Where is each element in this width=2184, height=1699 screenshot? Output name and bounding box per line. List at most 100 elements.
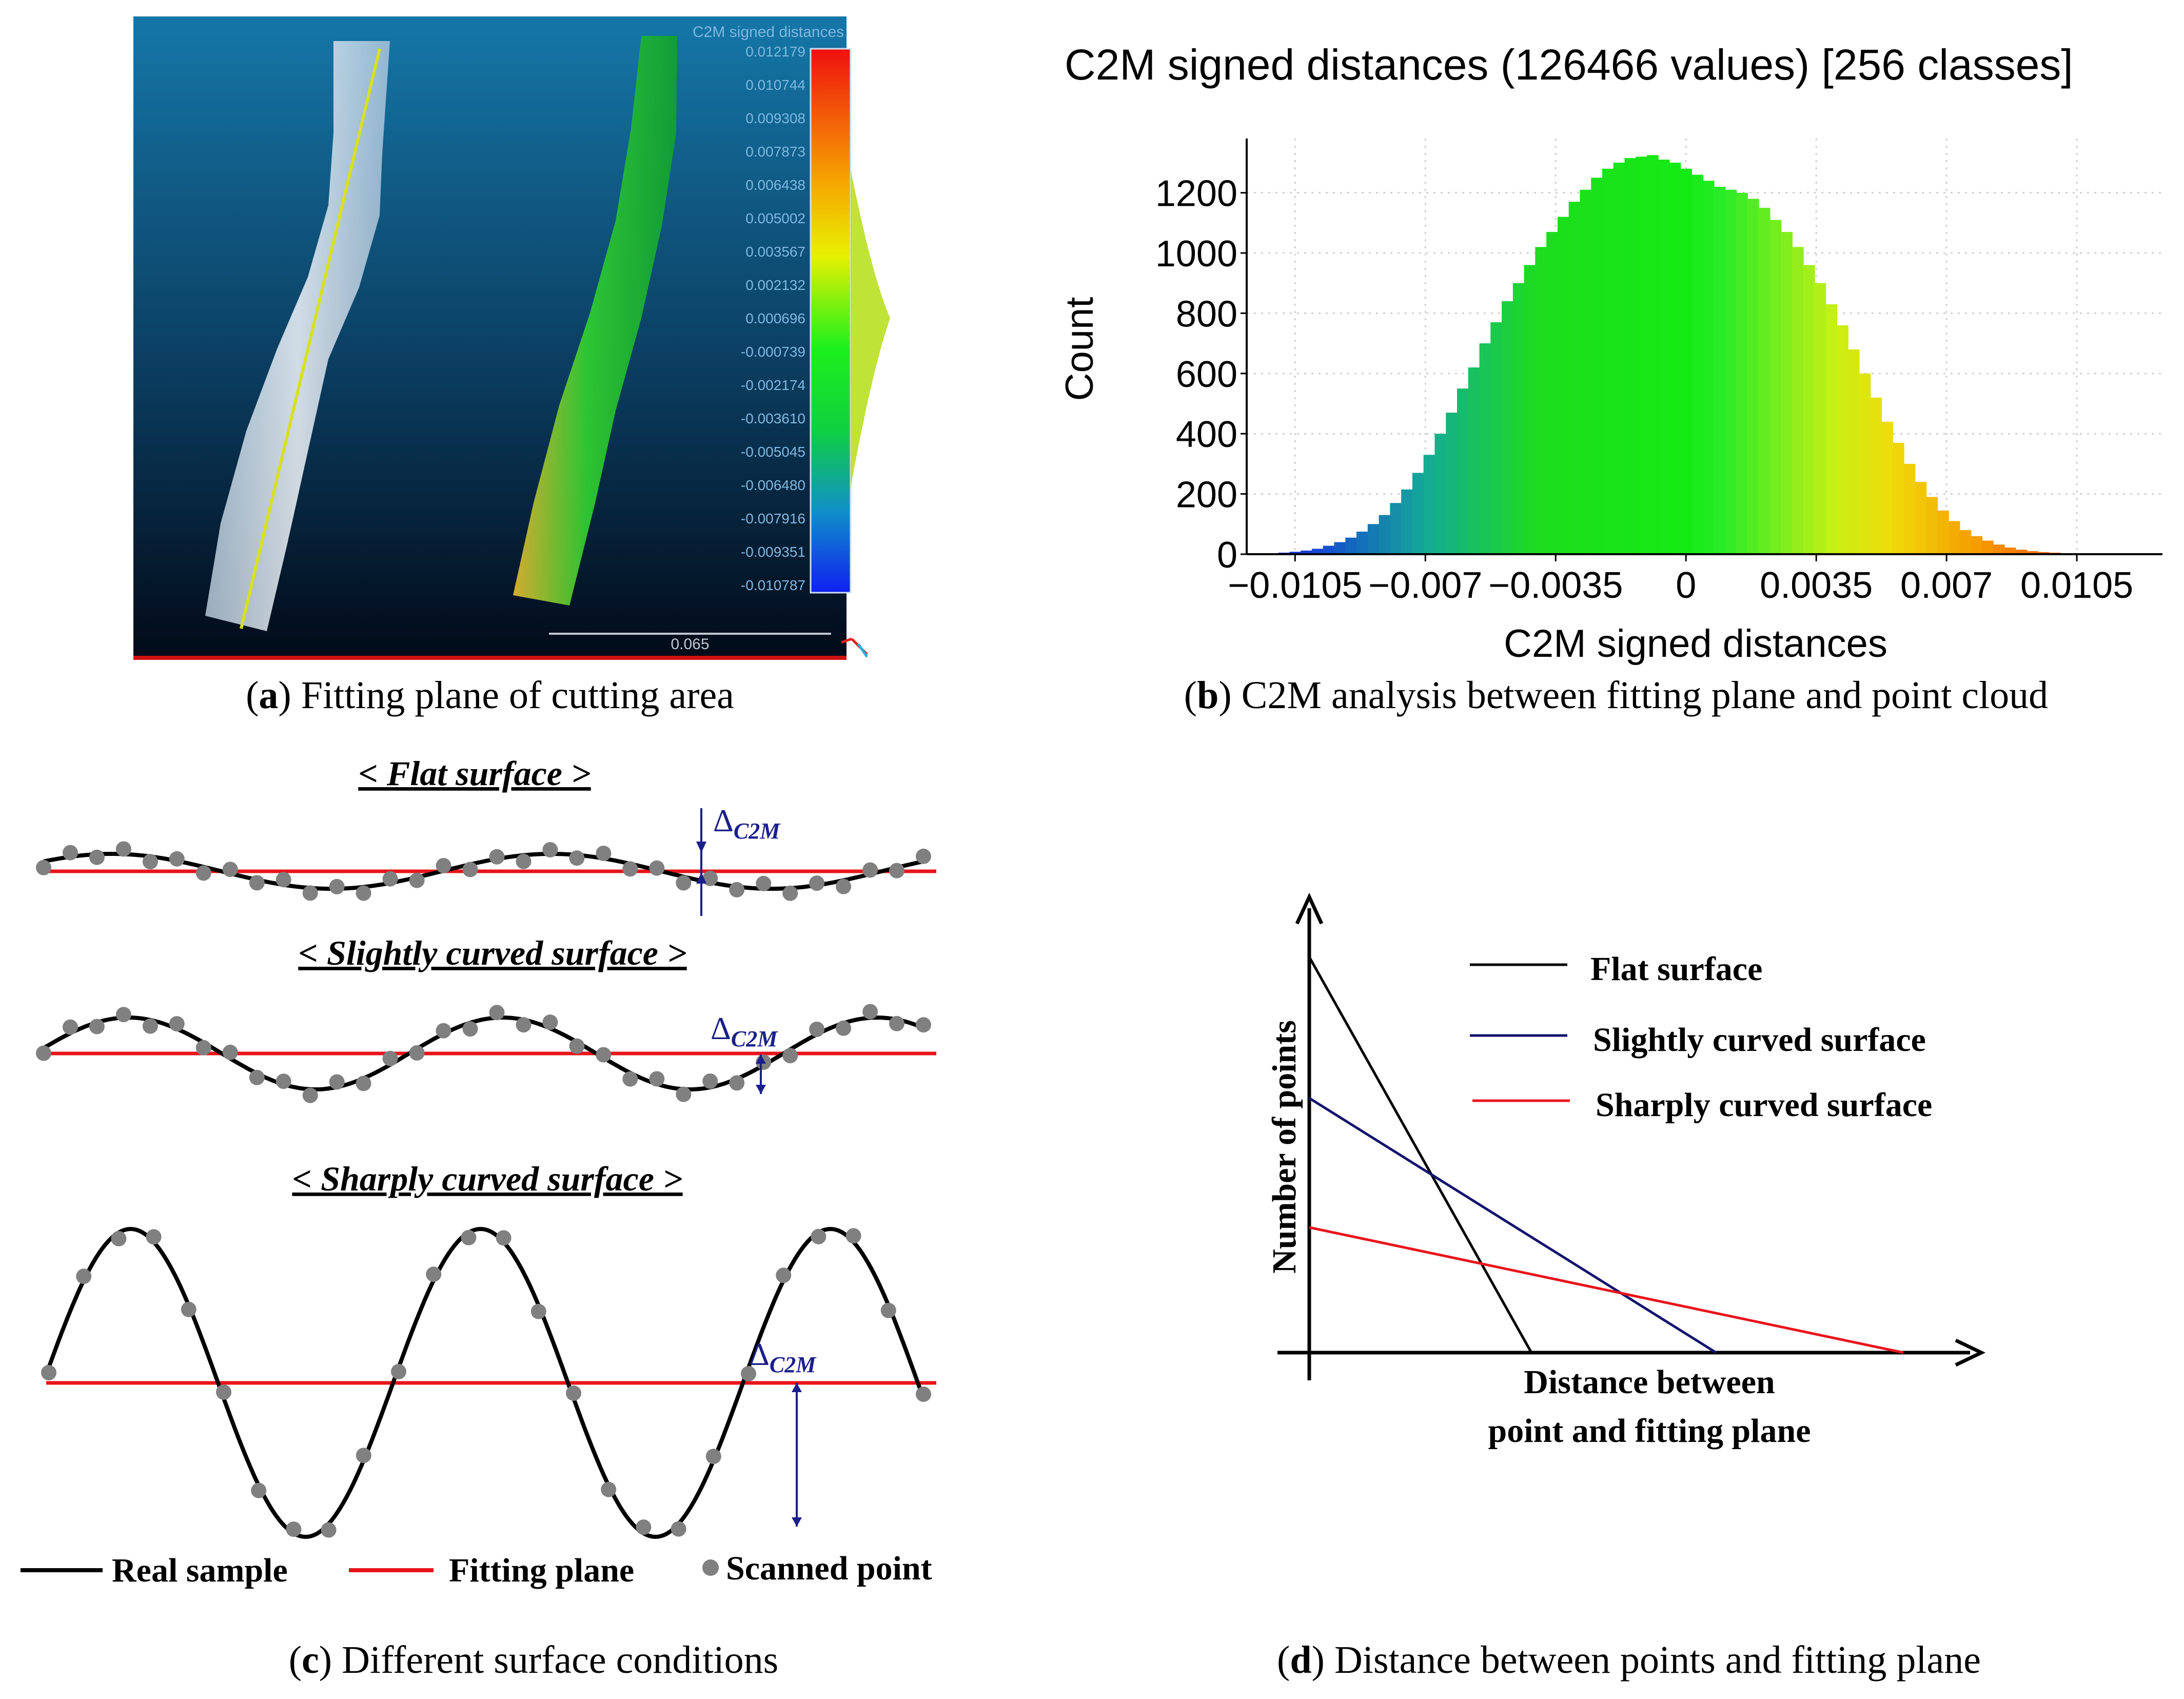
histogram-bar: [1847, 349, 1860, 554]
histogram-bar: [1580, 189, 1592, 555]
scanned-point: [516, 1017, 532, 1033]
scanned-point: [195, 1040, 211, 1056]
histogram-bar: [1971, 536, 1983, 554]
scanned-point: [36, 860, 51, 875]
length-scale-value: 0.065: [671, 636, 709, 653]
scanned-point: [622, 861, 638, 877]
x-tick-label: 0: [1676, 565, 1696, 606]
scale-value-label: 0.010744: [745, 77, 805, 93]
histogram-x-label: C2M signed distances: [1504, 622, 1887, 666]
title-slightly-curved-surface: < Slightly curved surface >: [298, 933, 686, 972]
x-tick-label: −0.0105: [1228, 565, 1362, 606]
histogram-bar: [1803, 265, 1815, 554]
scanned-point: [76, 1268, 92, 1284]
histogram-bar: [1926, 497, 1938, 554]
histogram-bar: [1535, 247, 1547, 555]
histogram-bar: [1446, 413, 1458, 554]
scanned-point: [436, 1023, 451, 1039]
x-tick-label: 0.007: [1900, 565, 1993, 606]
scanned-point: [409, 872, 425, 888]
scanned-point: [169, 1016, 185, 1032]
scale-distribution-curve: [851, 169, 890, 487]
scale-value-label: -0.005045: [741, 444, 805, 460]
x-axis-arrow: [1955, 1338, 1986, 1367]
scanned-point: [569, 850, 585, 866]
real-sample-slight: [42, 1015, 924, 1091]
scanned-point: [321, 1522, 337, 1538]
histogram-bar: [1345, 537, 1357, 554]
scale-value-label: -0.003610: [741, 411, 805, 426]
scanned-point: [222, 862, 238, 877]
scale-value-label: -0.006480: [741, 477, 805, 493]
point-cloud-original: [205, 41, 390, 631]
scalebar-title: C2M signed distances: [693, 24, 844, 41]
scanned-point: [276, 1073, 291, 1089]
scanned-point: [862, 862, 878, 878]
histogram-bar: [1903, 463, 1916, 554]
y-tick-label: 1200: [1155, 173, 1237, 214]
scanned-point: [756, 875, 772, 891]
scanned-point: [916, 1386, 931, 1402]
scanned-point: [356, 1448, 371, 1463]
scale-value-label: 0.012179: [745, 44, 805, 60]
histogram-title: C2M signed distances (126466 values) [25…: [1065, 41, 2073, 89]
scanned-point: [776, 1267, 792, 1283]
histogram-bar: [1859, 373, 1871, 554]
y-tick-label: 400: [1176, 414, 1237, 455]
histogram-bar: [1334, 542, 1346, 554]
histogram-bar: [2015, 550, 2028, 554]
histogram-bar: [1937, 510, 1949, 554]
scanned-point: [63, 1019, 78, 1035]
histogram-bar: [1870, 397, 1882, 554]
surface-waves: [36, 808, 936, 1539]
scanned-point: [63, 845, 78, 861]
histogram-bar: [1769, 220, 1782, 554]
scanned-point: [569, 1038, 585, 1054]
panel-a: C2M signed distances 0.012179 0.010744 0.0…: [133, 16, 890, 717]
scanned-point: [889, 863, 904, 878]
x-axis-label-line2: point and fitting plane: [1488, 1412, 1811, 1450]
scanned-point: [676, 1086, 692, 1102]
histogram-bar: [1881, 421, 1893, 554]
scanned-point: [111, 1231, 127, 1246]
histogram-bar: [1390, 503, 1402, 554]
legend-slightly-curved-label: Slightly curved surface: [1593, 1021, 1926, 1059]
histogram-bar: [1915, 482, 1927, 554]
histogram-bar: [1714, 186, 1726, 554]
histogram-bar: [1758, 208, 1770, 554]
line-slightly-curved-surface: [1308, 1097, 1717, 1354]
histogram-bar: [1680, 168, 1693, 554]
histogram-bar: [1289, 552, 1302, 554]
scanned-point: [671, 1521, 686, 1537]
histogram-bar: [1702, 181, 1715, 554]
x-tick-label: −0.0035: [1488, 565, 1623, 606]
x-tick-label: −0.007: [1368, 565, 1482, 606]
scanned-point: [596, 846, 612, 861]
scanned-point: [596, 1047, 612, 1063]
scanned-point: [636, 1519, 652, 1535]
histogram-bar: [1379, 515, 1391, 554]
panel-b: C2M signed distances (126466 values) [25…: [1058, 41, 2162, 717]
histogram-bar: [1658, 160, 1670, 555]
scanned-point: [489, 849, 505, 865]
delta-label-flat: ΔC2M: [713, 804, 781, 844]
scanned-point: [36, 1045, 51, 1061]
scanned-point: [702, 1073, 718, 1089]
histogram-bar: [1602, 168, 1614, 554]
scale-value-label: -0.002174: [741, 377, 805, 393]
scanned-point: [676, 875, 692, 891]
histogram-bar: [1781, 231, 1793, 554]
scanned-point: [811, 1228, 827, 1244]
histogram-bar: [1479, 343, 1491, 554]
histogram-bar: [2026, 551, 2038, 554]
histogram-bar: [1982, 540, 1994, 554]
scanned-point: [89, 849, 105, 865]
scanned-point: [542, 842, 558, 857]
histogram-bar: [1468, 367, 1480, 554]
title-flat-surface: < Flat surface >: [358, 754, 591, 793]
scanned-point: [89, 1019, 105, 1034]
histogram-bar: [1512, 283, 1525, 554]
scanned-point: [880, 1302, 896, 1318]
legend-flat-label: Flat surface: [1590, 950, 1762, 988]
histogram-bar: [1736, 192, 1748, 554]
